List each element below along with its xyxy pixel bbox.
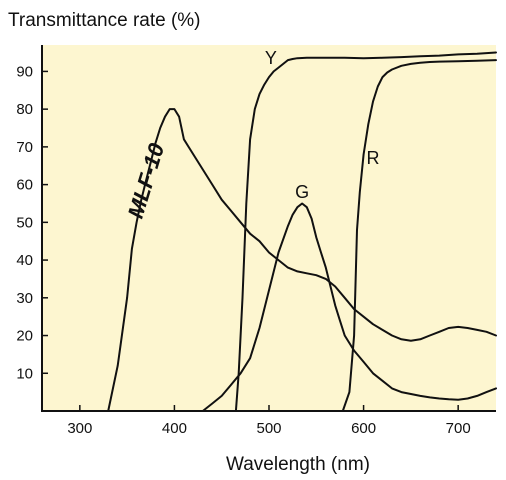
- axes: [41, 45, 496, 412]
- x-tick-label: 500: [256, 420, 281, 437]
- y-tick-label: 30: [16, 290, 33, 307]
- y-tick-label: 20: [16, 328, 33, 345]
- y-tick-label: 40: [16, 252, 33, 269]
- x-tick-label: 300: [67, 420, 92, 437]
- curve-mlf-10: [107, 108, 497, 412]
- series-label-r: R: [367, 148, 380, 168]
- ticks-group: 300 400 500 600 700 10 20 30 40 50 60 70 80 90: [16, 63, 470, 437]
- series-label-y: Y: [265, 48, 277, 68]
- plot-area: [42, 45, 496, 411]
- y-tick-label: 70: [16, 139, 33, 156]
- y-axis-title: Transmittance rate (%): [8, 10, 201, 31]
- x-tick-label: 700: [446, 420, 471, 437]
- curve-g: [201, 202, 497, 412]
- curve-r: [341, 59, 497, 412]
- x-tick-label: 600: [351, 420, 376, 437]
- x-tick-label: 400: [162, 420, 187, 437]
- y-tick-label: 10: [16, 365, 33, 382]
- x-axis-title: Wavelength (nm): [226, 454, 370, 475]
- series-label-g: G: [295, 182, 309, 202]
- y-tick-label: 50: [16, 214, 33, 231]
- y-tick-label: 80: [16, 101, 33, 118]
- y-tick-label: 90: [16, 63, 33, 80]
- curves-group: [107, 51, 497, 412]
- y-tick-label: 60: [16, 177, 33, 194]
- curve-y: [234, 51, 497, 412]
